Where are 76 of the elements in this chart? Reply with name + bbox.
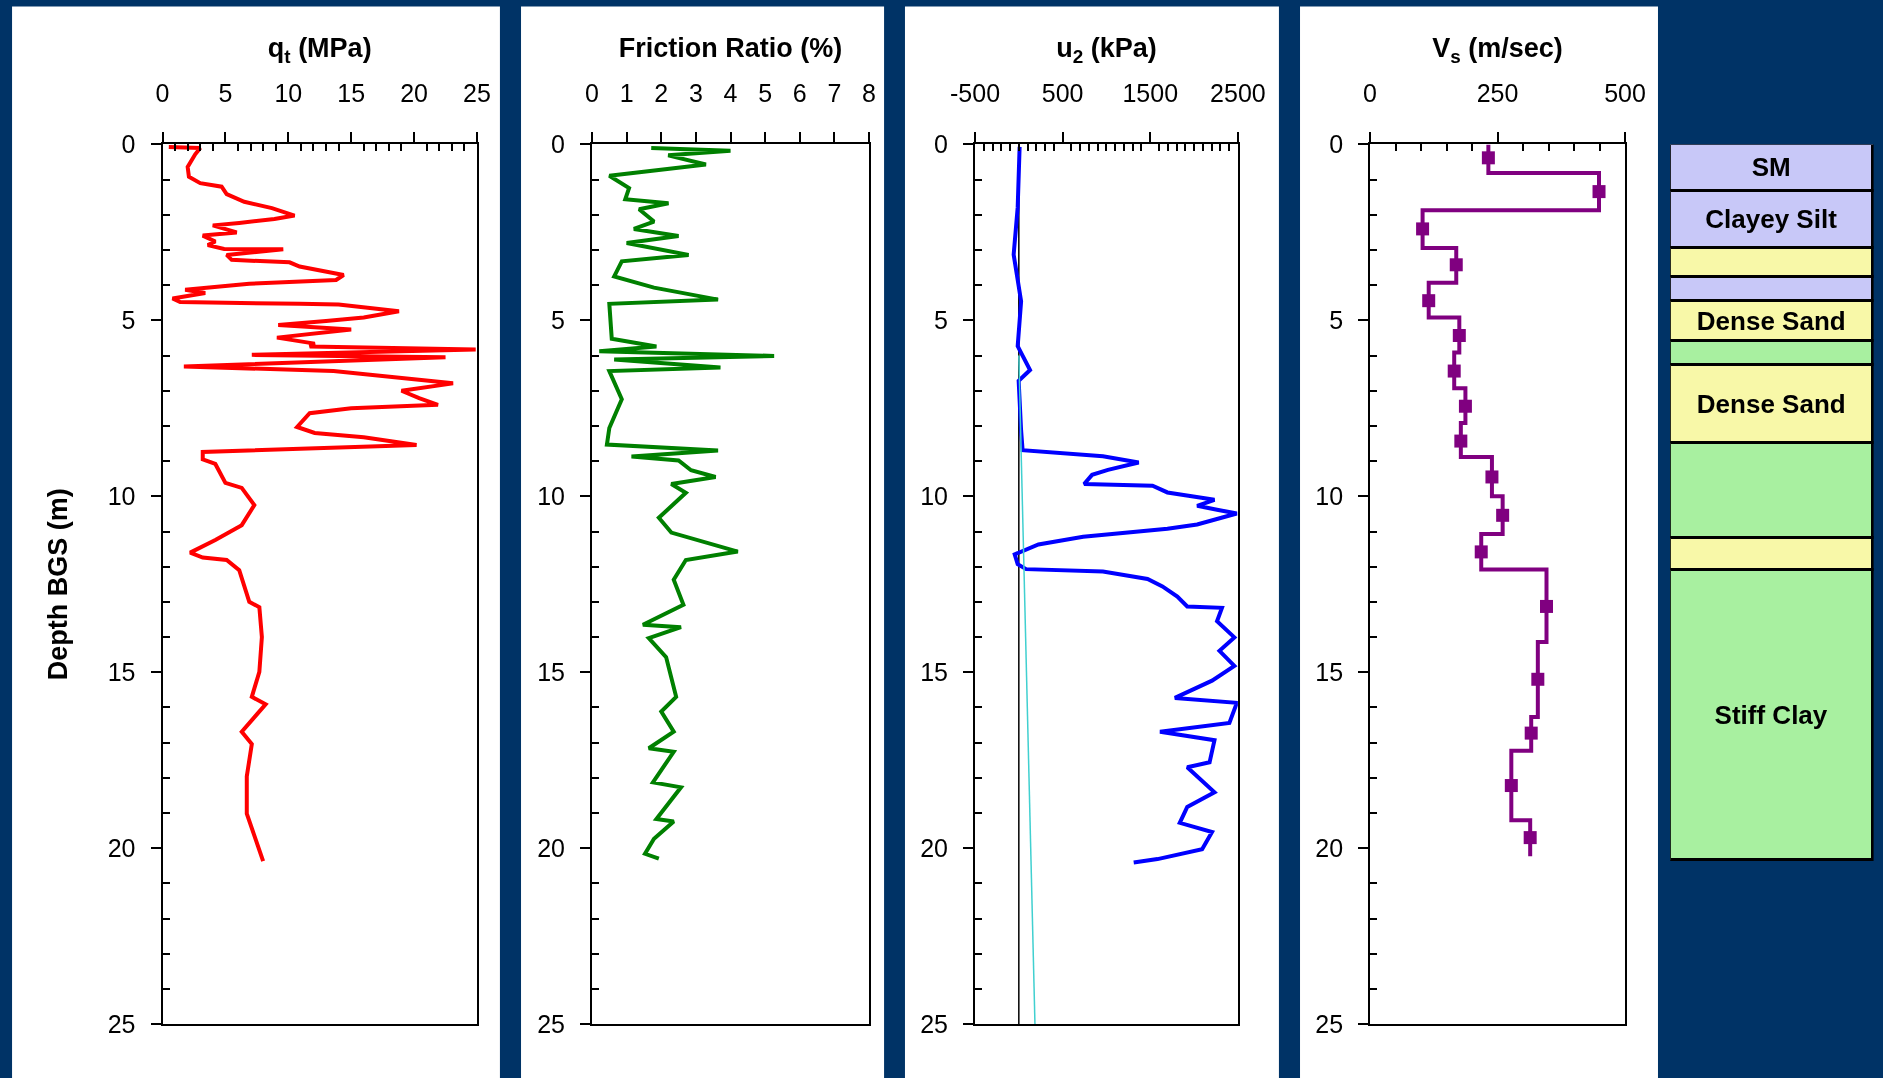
y-tick-label: 10 xyxy=(107,482,136,511)
y-tick-label: 15 xyxy=(920,657,949,686)
point xyxy=(1452,329,1466,343)
y-tick-label: 10 xyxy=(1315,482,1344,511)
series-label: Clayey Silt xyxy=(1705,204,1838,235)
y-tick-label: 20 xyxy=(537,833,566,862)
point xyxy=(1416,222,1430,236)
series-label: Stiff Clay xyxy=(1714,699,1828,730)
point xyxy=(1481,151,1495,165)
y-tick-label: 5 xyxy=(551,306,566,335)
x-tick-label: 2 xyxy=(654,79,669,108)
line-series xyxy=(1011,144,1238,865)
y-tick-label: 5 xyxy=(1329,306,1344,335)
point xyxy=(1458,399,1472,413)
x-tick-label: 500 xyxy=(1041,79,1084,108)
point xyxy=(1540,599,1553,613)
x-tick-label: 10 xyxy=(274,79,303,108)
x-tick-label: 2500 xyxy=(1210,79,1266,108)
series-label: Dense Sand xyxy=(1696,388,1846,419)
y-axis-title: Depth BGS (m) xyxy=(43,488,74,681)
y-tick-label: 15 xyxy=(1315,657,1344,686)
y-tick-label: 10 xyxy=(537,482,566,511)
point xyxy=(1485,470,1499,484)
y-tick-label: 0 xyxy=(121,130,136,159)
x-tick-label: 5 xyxy=(218,79,233,108)
x-tick-label: 5 xyxy=(758,79,773,108)
x-tick-label: 500 xyxy=(1604,79,1646,108)
x-tick-label: 20 xyxy=(400,79,428,108)
x-tick-label: 1 xyxy=(619,79,634,108)
x-axis-title: u$_{2}$ (kPa) xyxy=(1056,33,1157,67)
y-tick-label: 0 xyxy=(551,130,566,159)
point xyxy=(1496,508,1510,522)
line-series xyxy=(166,144,477,864)
y-tick-label: 15 xyxy=(537,657,566,686)
y-tick-label: 5 xyxy=(121,306,136,335)
line-series xyxy=(597,145,777,861)
x-tick-label: 7 xyxy=(827,79,842,108)
y-tick-label: 25 xyxy=(107,1009,136,1038)
y-tick-label: 20 xyxy=(1315,833,1344,862)
point xyxy=(1524,726,1538,740)
point xyxy=(1474,545,1488,559)
series-label: Dense Sand xyxy=(1696,305,1846,336)
x-tick-label: 25 xyxy=(463,79,491,108)
y-tick-label: 20 xyxy=(920,833,949,862)
point xyxy=(1531,672,1545,686)
x-tick-label: 0 xyxy=(155,79,170,108)
x-tick-label: 0 xyxy=(585,79,599,108)
series-label: SM xyxy=(1751,152,1791,183)
x-tick-label: 4 xyxy=(723,79,738,108)
y-tick-label: 25 xyxy=(537,1009,566,1038)
x-tick-label: 250 xyxy=(1476,79,1519,108)
x-tick-label: 3 xyxy=(688,79,703,108)
point xyxy=(1449,258,1463,272)
point xyxy=(1504,779,1518,793)
point xyxy=(1592,185,1606,199)
x-tick-label: 8 xyxy=(862,79,876,108)
y-tick-label: 25 xyxy=(1315,1009,1344,1038)
x-tick-label: 15 xyxy=(337,79,366,108)
x-tick-label: -500 xyxy=(949,79,1001,108)
point xyxy=(1422,294,1436,308)
y-tick-label: 25 xyxy=(920,1009,949,1038)
y-tick-label: 10 xyxy=(920,482,949,511)
y-tick-label: 5 xyxy=(934,306,949,335)
x-tick-label: 6 xyxy=(792,79,807,108)
point xyxy=(1523,831,1537,845)
y-tick-label: 0 xyxy=(934,130,949,159)
x-tick-label: 1500 xyxy=(1122,79,1179,108)
x-tick-label: 0 xyxy=(1363,79,1378,108)
y-tick-label: 0 xyxy=(1329,130,1344,159)
x-axis-title: V$_{s}$ (m/sec) xyxy=(1432,33,1563,67)
point xyxy=(1454,434,1468,448)
y-tick-label: 15 xyxy=(107,657,136,686)
y-tick-label: 20 xyxy=(107,833,136,862)
point xyxy=(1447,364,1461,378)
x-axis-title: Friction Ratio (%) xyxy=(618,33,843,63)
x-axis-title: q$_{t}$ (MPa) xyxy=(267,33,372,67)
